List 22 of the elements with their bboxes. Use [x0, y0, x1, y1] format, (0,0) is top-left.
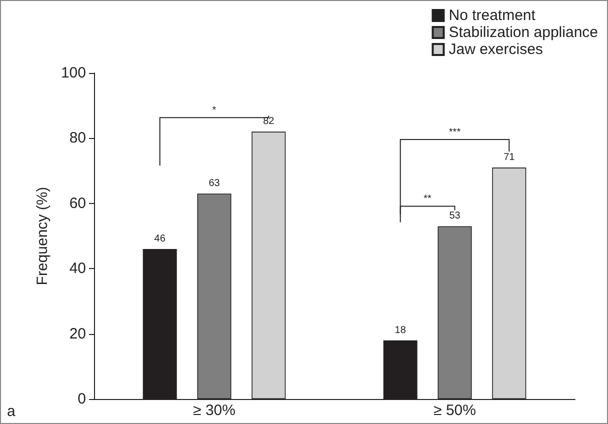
data-label: 63	[208, 178, 220, 190]
data-label: 71	[504, 152, 516, 164]
annotation: ***	[448, 127, 461, 138]
data-label: 53	[449, 210, 461, 222]
y-tick-label: 100	[60, 64, 86, 82]
legend-label: No treatment	[448, 7, 536, 24]
y-tick-label: 0	[78, 390, 86, 408]
annotation: **	[424, 194, 432, 205]
annotation: *	[212, 105, 216, 116]
legend-label: Stabilization appliance	[448, 24, 598, 41]
y-tick-label: 40	[69, 260, 86, 278]
x-tick-label: ≥ 50%	[434, 402, 476, 419]
y-tick-label: 60	[69, 194, 86, 212]
data-label: 82	[263, 116, 275, 128]
x-tick-label: ≥ 30%	[193, 402, 236, 419]
y-axis-title: Frequency (%)	[34, 186, 51, 286]
legend-label: Jaw exercises	[448, 41, 543, 58]
text: a	[7, 403, 16, 420]
y-tick-label: 80	[69, 130, 86, 147]
data-label: 18	[394, 324, 406, 336]
y-tick-label: 20	[69, 325, 86, 342]
data-label: 46	[154, 234, 166, 245]
